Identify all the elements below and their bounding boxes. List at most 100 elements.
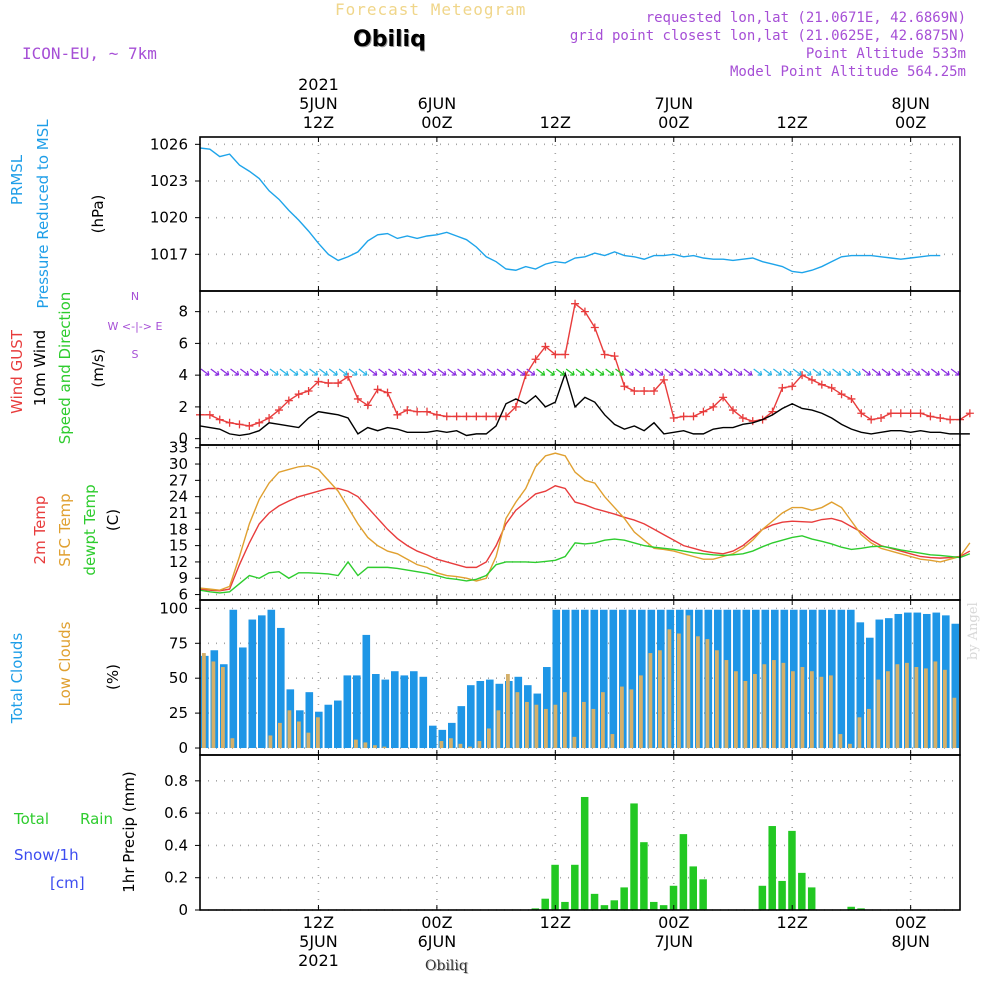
series-line-10m-wind: [199, 371, 970, 437]
y-tick-label: 0: [178, 901, 188, 919]
wind-direction-arrow: [220, 368, 230, 376]
total-cloud-bar: [571, 609, 580, 749]
gust-marker: [482, 412, 491, 421]
y-tick-label: 30: [169, 455, 188, 473]
y-tick-label: 9: [178, 569, 188, 587]
y-axis-title: [cm]: [50, 874, 85, 892]
total-cloud-bar: [467, 685, 475, 749]
low-cloud-bar: [867, 708, 871, 749]
wind-direction-arrow: [930, 368, 940, 376]
wind-direction-arrow: [249, 368, 259, 376]
total-cloud-bar: [457, 706, 466, 749]
rain-bar: [561, 901, 569, 910]
low-cloud-bar: [914, 667, 919, 749]
gust-marker: [462, 412, 471, 421]
rain-bar: [807, 887, 816, 910]
low-cloud-bar: [886, 671, 890, 749]
low-cloud-bar: [591, 708, 596, 749]
total-cloud-bar: [343, 675, 352, 749]
rain-bar: [600, 905, 609, 910]
low-cloud-bar: [553, 704, 558, 749]
y-axis-title: SFC Temp: [56, 493, 74, 566]
y-tick-label: 33: [169, 439, 188, 457]
y-axis-title: Total Clouds: [8, 633, 26, 725]
gust-marker: [255, 418, 264, 427]
wind-direction-arrow: [871, 368, 881, 376]
wind-direction-arrow: [585, 368, 595, 376]
y-tick-label: 1017: [150, 245, 188, 263]
wind-direction-arrow: [299, 368, 309, 376]
gust-marker: [650, 387, 659, 396]
low-cloud-bar: [933, 661, 938, 749]
low-cloud-bar: [287, 710, 292, 749]
wind-direction-arrow: [703, 368, 713, 376]
y-tick-label: 21: [169, 504, 188, 522]
gust-marker: [817, 380, 826, 389]
low-cloud-bar: [515, 692, 520, 749]
time-label-bottom: 00Z: [895, 913, 926, 932]
gust-marker: [353, 394, 362, 403]
y-tick-label: 24: [169, 488, 188, 506]
panel-frame: [199, 136, 961, 292]
rain-bar: [551, 864, 559, 910]
rain-bar: [541, 898, 549, 910]
gust-marker: [965, 409, 974, 418]
wind-direction-arrow: [378, 368, 388, 376]
series-line-sfc-temp: [199, 452, 971, 591]
wind-direction-arrow: [575, 368, 585, 376]
gust-marker: [689, 412, 698, 421]
low-cloud-bar: [544, 708, 548, 749]
panel-frame: [199, 754, 961, 911]
compass-south: S: [132, 348, 139, 361]
time-label-top: 12Z: [540, 113, 571, 132]
gust-marker: [699, 407, 708, 416]
wind-direction-arrow: [368, 368, 378, 376]
low-cloud-bar: [696, 636, 700, 749]
time-label-bottom: 12Z: [540, 913, 571, 932]
wind-direction-arrow: [891, 368, 901, 376]
series-line-2m-temp: [199, 485, 971, 592]
wind-direction-arrow: [792, 368, 802, 376]
wind-direction-arrow: [763, 368, 773, 376]
low-cloud-bar: [876, 679, 881, 749]
compass-east-west: W <-|-> E: [108, 320, 163, 333]
y-tick-label: 0.6: [164, 804, 188, 822]
wind-direction-arrow: [496, 368, 506, 376]
low-cloud-bar: [534, 704, 539, 749]
wind-direction-arrow: [457, 368, 467, 376]
y-tick-label: 0.4: [164, 836, 188, 854]
wind-direction-arrow: [743, 368, 753, 376]
low-cloud-bar: [468, 746, 472, 749]
total-cloud-bar: [609, 609, 618, 749]
wind-direction-arrow: [644, 368, 654, 376]
wind-direction-arrow: [338, 368, 348, 376]
rain-bar: [669, 885, 678, 910]
wind-direction-arrow: [664, 368, 674, 376]
wind-direction-arrow: [200, 368, 210, 376]
low-cloud-bar: [895, 664, 900, 749]
rain-bar: [788, 830, 796, 910]
wind-direction-arrow: [555, 368, 565, 376]
total-cloud-bar: [486, 679, 494, 749]
low-cloud-bar: [268, 735, 273, 749]
gust-marker: [719, 393, 728, 402]
wind-direction-arrow: [852, 368, 861, 376]
low-cloud-bar: [905, 662, 909, 749]
wind-direction-arrow: [397, 368, 407, 376]
y-tick-label: 2: [178, 398, 188, 416]
gust-marker: [205, 410, 214, 419]
low-cloud-bar: [278, 722, 282, 749]
gust-marker: [630, 387, 639, 396]
y-axis-title: Snow/1h: [14, 846, 79, 864]
wind-direction-arrow: [615, 368, 625, 376]
wind-direction-arrow: [753, 368, 763, 376]
wind-direction-arrow: [822, 368, 832, 376]
y-tick-label: 6: [178, 586, 188, 604]
time-label-top: 8JUN: [891, 94, 930, 113]
wind-direction-arrow: [526, 368, 536, 376]
rain-bar: [768, 826, 776, 910]
gust-marker: [847, 394, 856, 403]
time-label-top: 00Z: [421, 113, 452, 132]
